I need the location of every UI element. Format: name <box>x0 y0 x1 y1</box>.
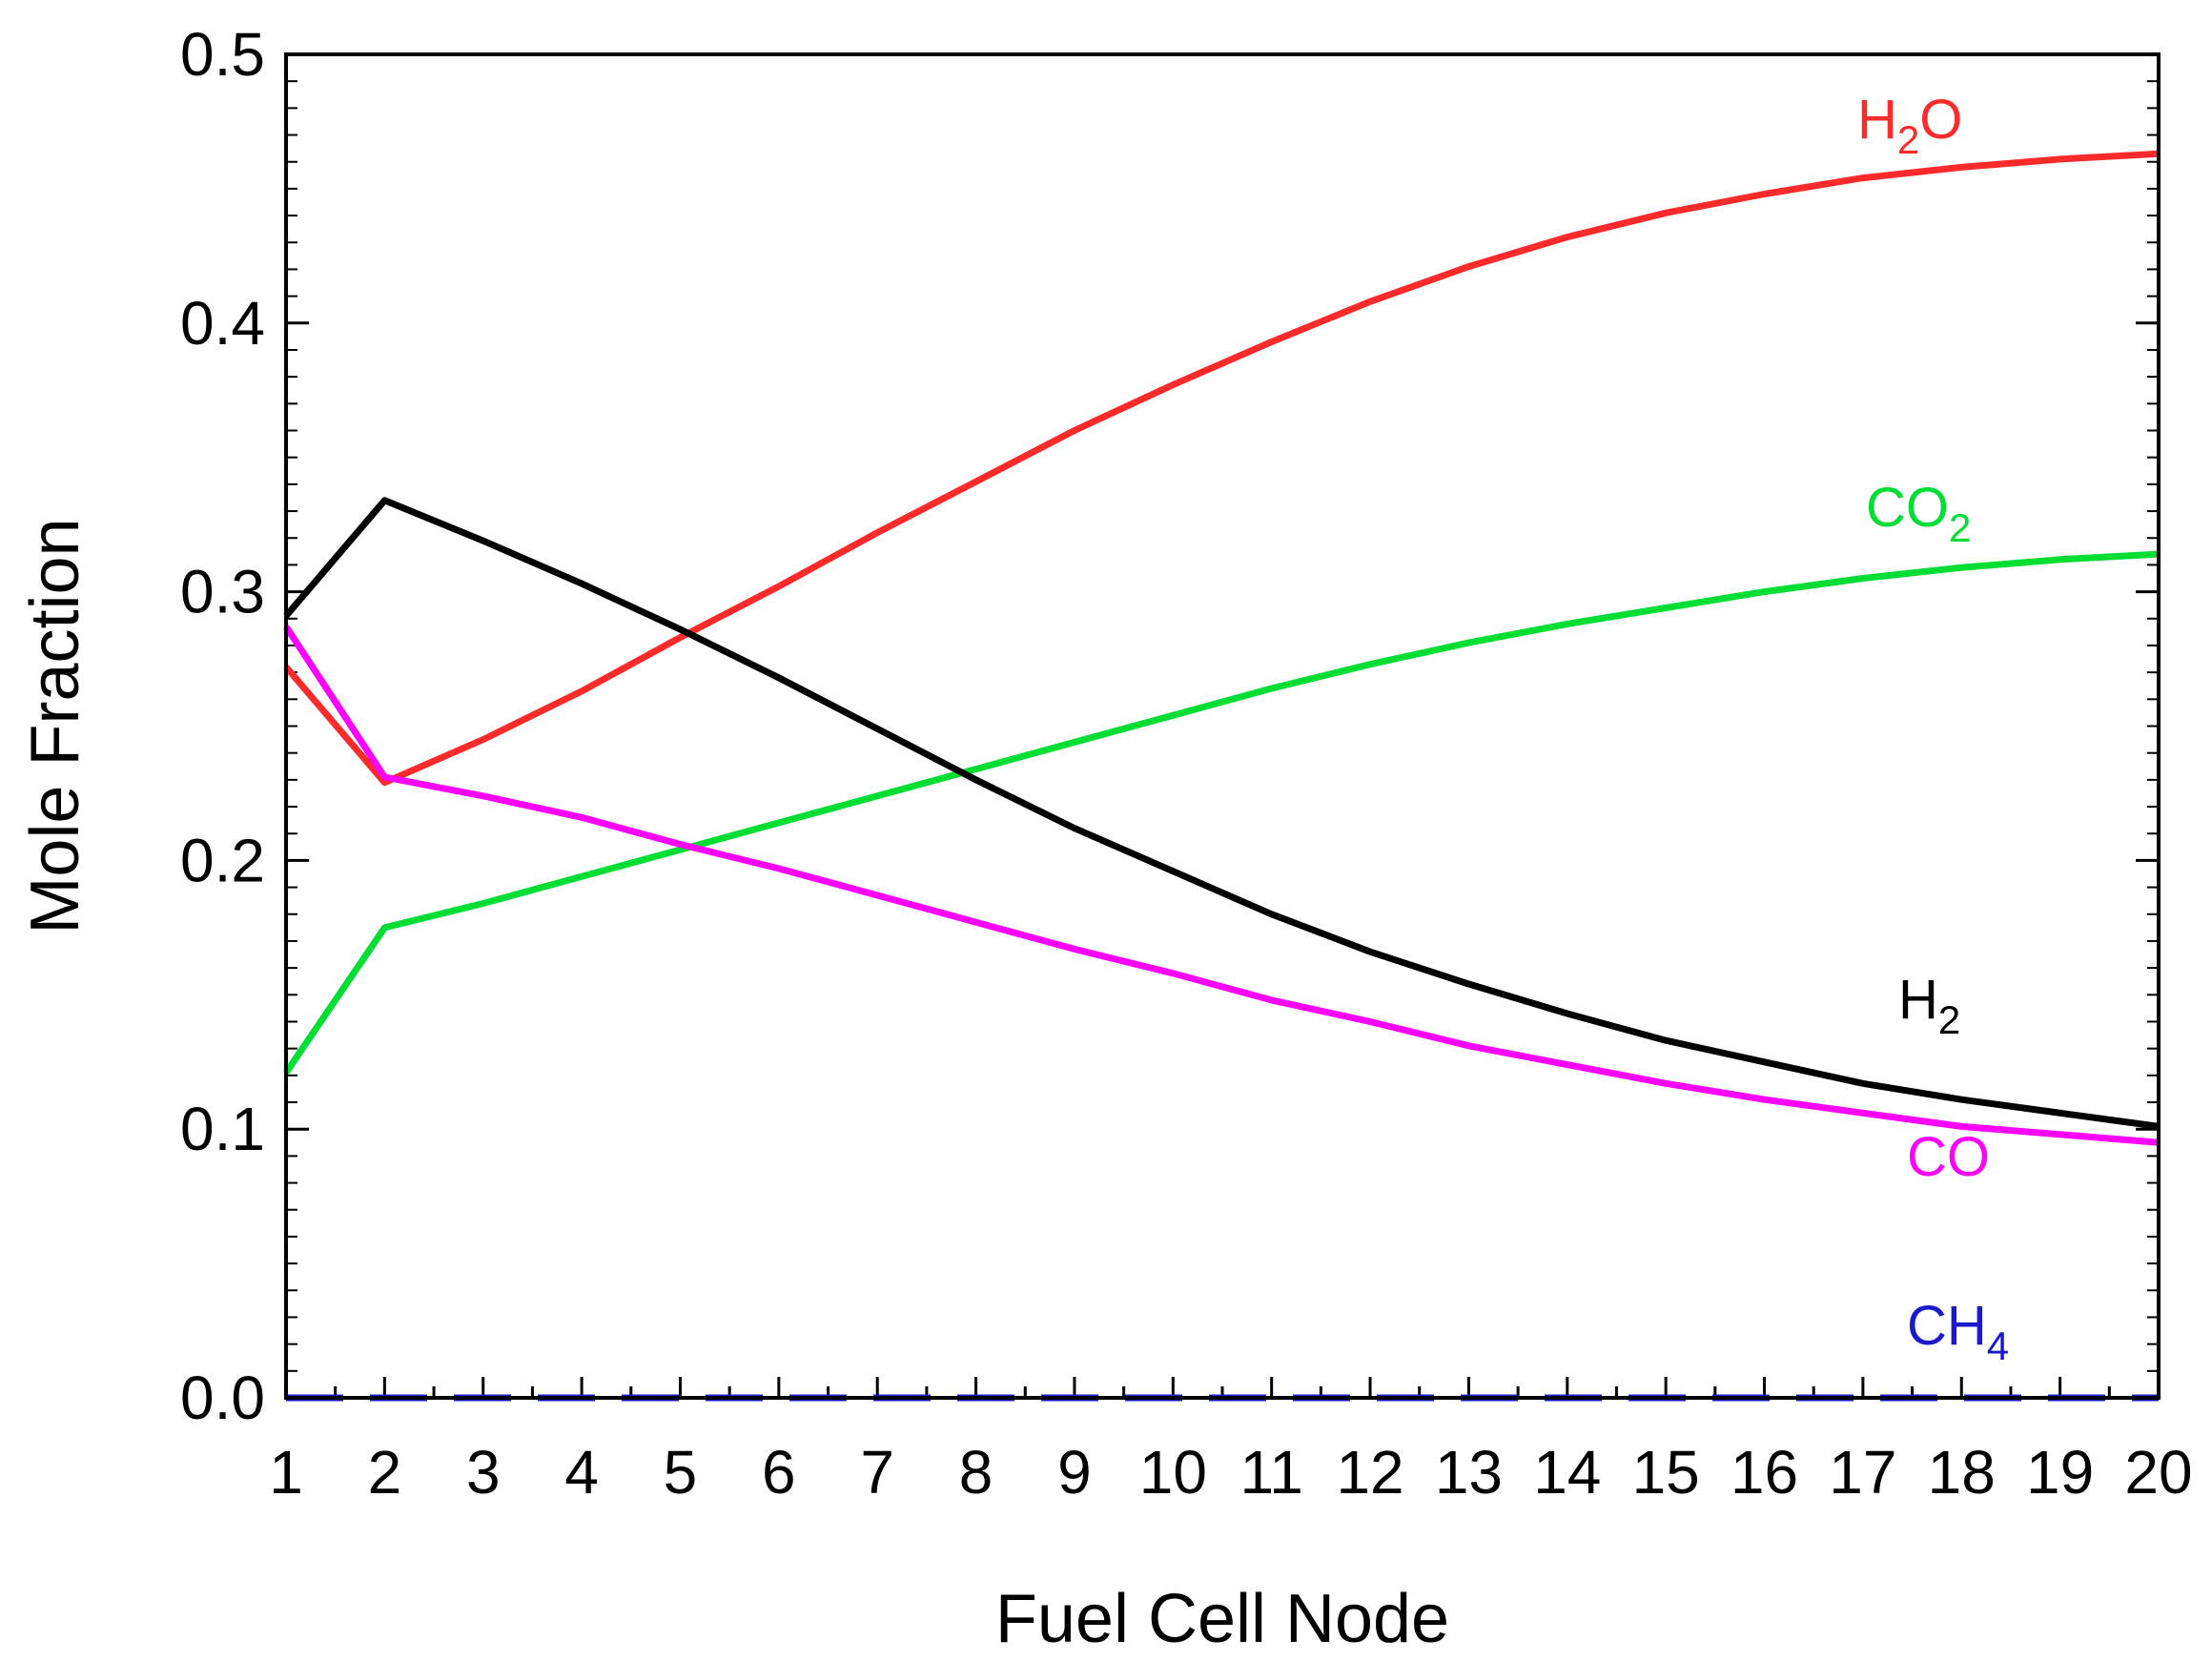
x-tick-label: 8 <box>959 1438 993 1507</box>
x-tick-label: 1 <box>269 1438 303 1507</box>
series-label-h2: H2 <box>1898 969 1960 1042</box>
x-tick-label: 13 <box>1435 1438 1503 1507</box>
series-label-h2o: H2O <box>1857 89 1962 162</box>
axis-ticks <box>284 52 2161 1400</box>
series-line-co2 <box>283 550 2160 1075</box>
series-line-h2 <box>283 497 2160 1130</box>
x-axis-title: Fuel Cell Node <box>995 1581 1449 1657</box>
x-tick-label: 7 <box>860 1438 894 1507</box>
x-tick-label: 5 <box>664 1438 698 1507</box>
plot-frame <box>284 52 2161 1400</box>
x-tick-label: 20 <box>2124 1438 2192 1507</box>
y-tick-label: 0.2 <box>180 826 265 894</box>
y-tick-label: 0.4 <box>180 289 265 358</box>
series-label-co2: CO2 <box>1866 477 1971 550</box>
series-line-h2o <box>283 150 2160 787</box>
series-label-co: CO <box>1907 1126 1990 1188</box>
x-tick-label: 4 <box>564 1438 599 1507</box>
y-tick-label: 0.1 <box>180 1095 265 1163</box>
series-line-co <box>283 625 2160 1146</box>
y-tick-label: 0.3 <box>180 558 265 626</box>
x-tick-label: 2 <box>368 1438 402 1507</box>
tick-labels: 1 2 3 4 5 6 7 8 9 10 11 12 13 14 15 16 17 18 19 200.00.10.2… <box>180 20 2193 1507</box>
series-label-ch4: CH4 <box>1907 1295 2009 1368</box>
x-tick-label: 3 <box>466 1438 501 1507</box>
y-tick-label: 0.0 <box>180 1364 265 1432</box>
series-labels: H2O CO2 H2 CO CH4 <box>1857 89 2009 1368</box>
x-tick-label: 15 <box>1632 1438 1700 1507</box>
y-axis-title: Mole Fraction <box>17 518 93 933</box>
x-tick-label: 6 <box>762 1438 796 1507</box>
x-tick-label: 19 <box>2026 1438 2094 1507</box>
x-tick-label: 9 <box>1057 1438 1092 1507</box>
x-tick-label: 16 <box>1731 1438 1798 1507</box>
x-tick-label: 12 <box>1336 1438 1403 1507</box>
x-tick-label: 10 <box>1139 1438 1207 1507</box>
x-tick-label: 17 <box>1829 1438 1896 1507</box>
series-lines <box>283 150 2160 1402</box>
x-tick-label: 18 <box>1928 1438 1996 1507</box>
y-tick-label: 0.5 <box>180 20 265 89</box>
x-tick-label: 11 <box>1239 1438 1302 1507</box>
x-tick-label: 14 <box>1533 1438 1601 1507</box>
